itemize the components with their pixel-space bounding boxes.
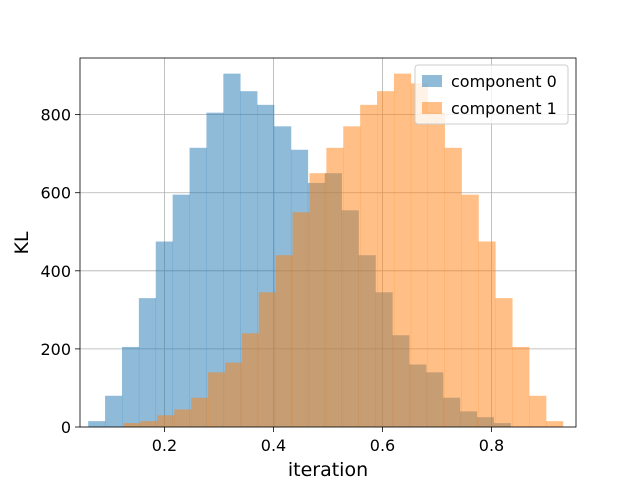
histogram-bar	[326, 147, 344, 428]
histogram-bar	[174, 409, 192, 427]
histogram-bar	[189, 147, 207, 428]
histogram-bar	[191, 397, 209, 427]
histogram-bar	[377, 91, 395, 427]
histogram-bar	[393, 73, 412, 427]
histogram-bar	[172, 194, 190, 427]
y-tick-label: 600	[40, 184, 71, 203]
histogram-bar	[275, 255, 293, 427]
histogram-bar	[546, 421, 564, 427]
histogram-bar	[88, 421, 106, 427]
legend-label: component 0	[451, 72, 557, 91]
histogram-bar	[427, 112, 445, 428]
histogram-bar	[138, 298, 157, 427]
y-tick-label: 800	[40, 106, 71, 125]
histogram-bar	[360, 104, 378, 427]
y-axis-label: KL	[11, 231, 33, 254]
histogram-bar	[206, 112, 224, 428]
histogram-bar	[258, 292, 276, 427]
histogram-bar	[478, 241, 496, 427]
legend-box	[414, 64, 569, 125]
histogram-bar	[155, 241, 173, 427]
series-1-bars	[123, 73, 564, 428]
histogram-bar	[241, 333, 260, 427]
histogram-bar	[121, 346, 140, 427]
histogram-bar	[140, 421, 158, 427]
legend-swatch	[422, 102, 442, 114]
histogram-bar	[410, 83, 429, 427]
legend-label: component 1	[451, 99, 557, 118]
legend: component 0 component 1	[414, 64, 569, 125]
histogram-bar	[224, 362, 243, 427]
x-tick-label: 0.6	[370, 436, 395, 455]
y-tick-label: 400	[40, 262, 71, 281]
histogram-bar	[309, 173, 327, 427]
histogram-bar	[444, 147, 462, 428]
histogram-bar	[343, 126, 361, 427]
histogram-bar	[157, 415, 175, 427]
histogram-bar	[105, 395, 123, 427]
histogram-bar	[223, 73, 241, 427]
histogram-bar	[529, 395, 547, 427]
y-tick-label: 0	[61, 418, 71, 437]
legend-swatch	[422, 75, 442, 87]
histogram-bar	[495, 298, 513, 427]
plot-frame	[79, 57, 577, 428]
histogram-bar	[208, 372, 226, 427]
x-axis-label: iteration	[288, 459, 368, 480]
histogram-bars	[88, 73, 564, 428]
x-tick-label: 0.4	[261, 436, 286, 455]
histogram-bar	[461, 194, 479, 427]
histogram-bar	[123, 423, 141, 427]
axis-ticks: 0.2 0.4 0.6 0.8 0 200 400 600 800	[40, 106, 504, 455]
x-tick-label: 0.2	[152, 436, 177, 455]
y-tick-label: 200	[40, 340, 71, 359]
x-tick-label: 0.8	[479, 436, 504, 455]
histogram-bar	[292, 212, 310, 427]
histogram-bar	[512, 346, 530, 427]
